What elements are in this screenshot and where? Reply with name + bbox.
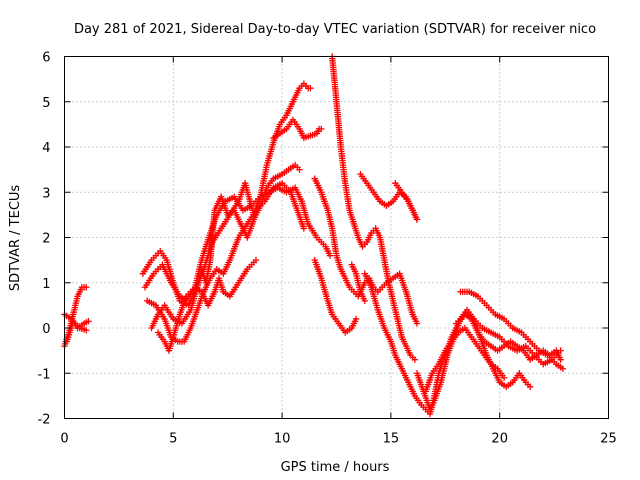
x-tick-label: 20 [491,432,508,447]
data-point [559,365,567,372]
y-tick-label: 5 [42,96,50,111]
series-track-8 [148,161,303,332]
data-point [252,256,260,264]
data-point [326,252,334,259]
y-tick-label: 2 [42,232,50,247]
data-point [413,216,421,223]
data-point [526,383,534,391]
data-point [557,356,564,363]
data-marks [61,53,567,418]
y-tick-label: -2 [38,413,51,428]
y-tick-label: -1 [38,367,51,382]
data-point [307,84,314,92]
series-track-20 [422,324,508,395]
y-tick-label: 0 [42,322,50,337]
x-tick-label: 5 [169,432,177,447]
x-tick-label: 15 [383,432,400,447]
data-point [557,347,564,354]
series-track-12 [311,256,360,336]
series-track-11 [328,53,419,363]
x-tick-label: 25 [600,432,617,447]
data-point [85,318,92,325]
x-tick-label: 0 [60,432,68,447]
series-track-19 [452,311,564,368]
x-tick-label: 10 [274,432,291,447]
y-axis-label: SDTVAR / TECUs [8,185,23,292]
series-track-9 [270,116,325,142]
x-axis-label: GPS time / hours [281,460,390,475]
data-point [352,315,360,323]
series-track-7 [154,256,260,354]
data-point [83,284,90,291]
data-point [361,297,368,305]
data-point [83,327,90,334]
series-track-10 [311,175,421,327]
y-tick-label: 6 [42,51,50,66]
y-axis-ticks: -2 -1 0 1 2 3 4 5 6 [38,51,609,428]
series-track-13 [348,261,368,305]
chart-title: Day 281 of 2021, Sidereal Day-to-day VTE… [74,22,596,37]
y-tick-label: 3 [42,186,50,201]
x-axis-ticks: 0 5 10 15 20 25 [60,56,617,447]
data-point [411,356,419,363]
data-point [413,320,421,327]
series-track-15 [392,180,421,223]
y-tick-label: 1 [42,277,50,292]
data-point [296,166,303,173]
data-point [318,125,325,133]
data-point [300,225,308,232]
data-point [500,374,508,381]
y-tick-label: 4 [42,141,50,156]
